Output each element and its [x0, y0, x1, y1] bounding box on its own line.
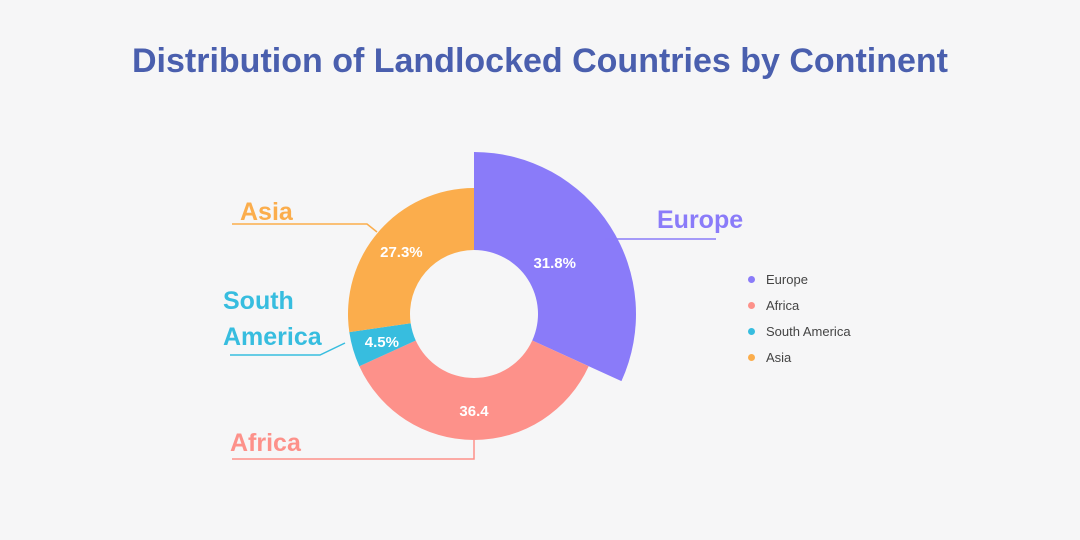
callout-label: Africa	[230, 429, 302, 457]
slice-value-label: 4.5%	[365, 334, 399, 351]
callout-line	[230, 342, 346, 356]
legend-item: Asia	[748, 344, 851, 370]
callout-label: America	[223, 323, 323, 351]
slice-europe	[474, 152, 636, 382]
legend-label: Europe	[766, 271, 808, 287]
legend-label: Africa	[766, 297, 800, 313]
legend: Europe Africa South America Asia	[748, 266, 851, 370]
legend-marker	[748, 301, 755, 309]
callout-label: Europe	[657, 206, 743, 234]
slice-africa	[359, 340, 589, 441]
callout-line	[232, 440, 475, 460]
callout-label: South	[223, 287, 294, 315]
slice-asia	[348, 187, 474, 333]
legend-marker	[748, 275, 755, 283]
chart-title: Distribution of Landlocked Countries by …	[132, 42, 948, 80]
callout-line	[232, 223, 378, 233]
legend-item: Africa	[748, 292, 851, 318]
legend-label: South America	[766, 323, 851, 339]
slice-value-label: 27.3%	[380, 244, 423, 261]
legend-item: Europe	[748, 266, 851, 292]
legend-item: South America	[748, 318, 851, 344]
callout-label: Asia	[240, 198, 294, 226]
legend-marker	[748, 327, 755, 335]
slice-south-america	[349, 323, 416, 367]
legend-marker	[748, 353, 755, 361]
slice-value-label: 31.8%	[533, 255, 576, 272]
legend-label: Asia	[766, 349, 792, 365]
slice-value-label: 36.4	[459, 403, 489, 420]
